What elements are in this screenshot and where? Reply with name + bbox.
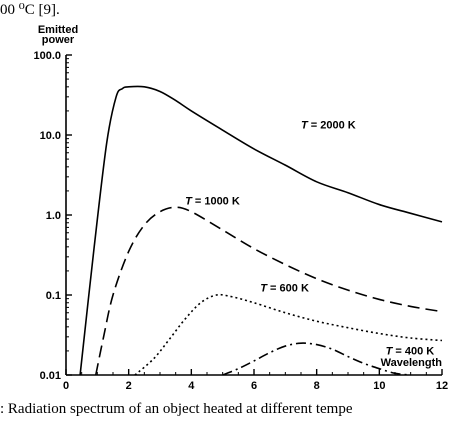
y-axis-title: Emitted [38, 24, 78, 36]
curve-label: T = 1000 K [185, 196, 240, 208]
x-tick-label: 10 [373, 380, 385, 392]
x-tick-label: 2 [126, 380, 132, 392]
series-line-t-600-k [134, 293, 443, 376]
curve-label: T = 400 K [386, 346, 435, 358]
x-tick-label: 8 [314, 380, 320, 392]
curves [79, 85, 443, 376]
x-tick-label: 0 [63, 380, 69, 392]
x-tick-label: 6 [251, 380, 257, 392]
x-tick-label: 4 [188, 380, 195, 392]
series-line-t-1000-k [94, 206, 443, 376]
x-axis-title: Wavelength [381, 357, 443, 369]
series-line-t-2000-k [79, 85, 443, 376]
y-axis-title: power [42, 34, 75, 46]
curve-label: T = 2000 K [301, 120, 356, 132]
curve-label: T = 600 K [260, 283, 309, 295]
y-tick-label: 0.01 [40, 370, 61, 382]
y-tick-label: 1.0 [46, 210, 61, 222]
caption-bottom: : Radiation spectrum of an object heated… [0, 401, 353, 417]
curve-labels: T = 2000 K T = 1000 K T = 600 K T = 400 K [185, 120, 434, 358]
y-tick-label: 10.0 [40, 130, 61, 142]
series-line-t-400-k [222, 342, 411, 376]
x-tick-label: 12 [436, 380, 448, 392]
caption-top: 00 ⁰C [9]. [0, 2, 60, 18]
y-tick-label: 100.0 [33, 50, 61, 62]
y-tick-label: 0.1 [46, 290, 61, 302]
axes: 0.01 0.1 1.0 10.0 100.0 0 2 4 6 8 10 12 Emittedpower… [33, 24, 448, 392]
